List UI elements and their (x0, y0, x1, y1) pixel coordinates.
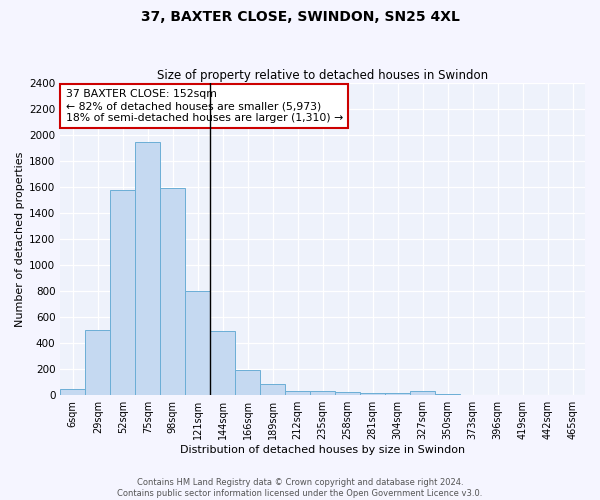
Text: 37, BAXTER CLOSE, SWINDON, SN25 4XL: 37, BAXTER CLOSE, SWINDON, SN25 4XL (140, 10, 460, 24)
Bar (235, 370, 260, 395)
Bar (135, 142, 160, 395)
Bar (335, 392, 360, 395)
Text: 37 BAXTER CLOSE: 152sqm
← 82% of detached houses are smaller (5,973)
18% of semi: 37 BAXTER CLOSE: 152sqm ← 82% of detache… (65, 90, 343, 122)
Bar (460, 394, 485, 395)
Bar (110, 190, 135, 395)
Bar (260, 384, 285, 395)
Bar (160, 188, 185, 395)
Bar (85, 330, 110, 395)
Title: Size of property relative to detached houses in Swindon: Size of property relative to detached ho… (157, 69, 488, 82)
Bar (60, 388, 85, 395)
Bar (435, 394, 460, 395)
Bar (285, 390, 310, 395)
Bar (210, 332, 235, 395)
Text: Contains HM Land Registry data © Crown copyright and database right 2024.
Contai: Contains HM Land Registry data © Crown c… (118, 478, 482, 498)
X-axis label: Distribution of detached houses by size in Swindon: Distribution of detached houses by size … (180, 445, 465, 455)
Bar (360, 392, 385, 395)
Bar (185, 291, 210, 395)
Bar (310, 392, 335, 395)
Y-axis label: Number of detached properties: Number of detached properties (15, 152, 25, 327)
Bar (410, 392, 435, 395)
Bar (485, 394, 510, 395)
Bar (385, 392, 410, 395)
